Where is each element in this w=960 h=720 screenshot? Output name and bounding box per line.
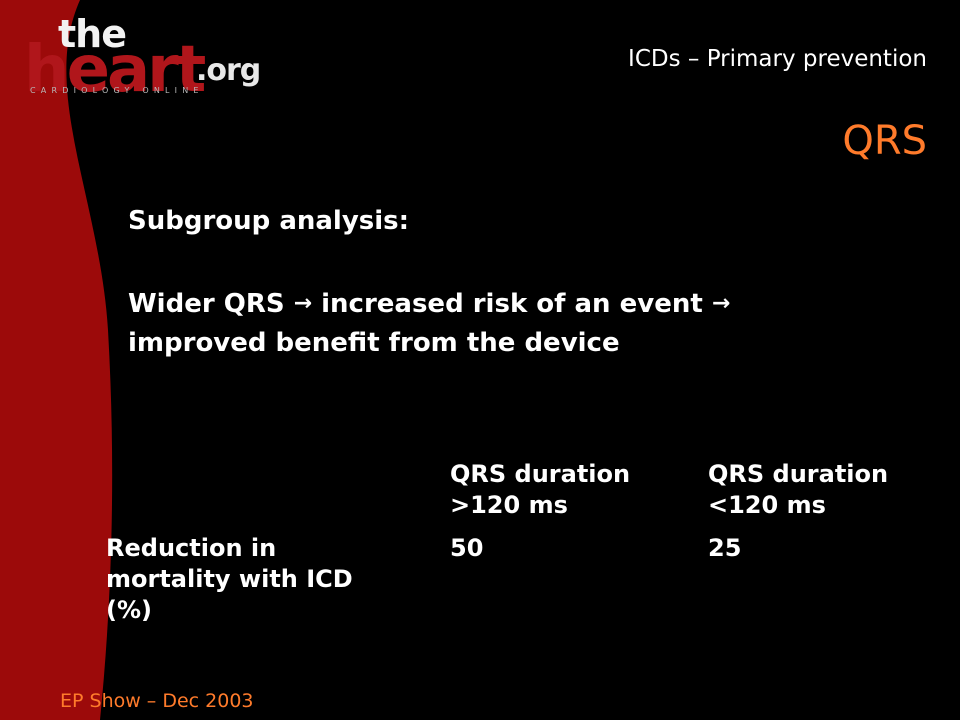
- body-text: Wider QRS → increased risk of an event →…: [128, 284, 928, 363]
- table-header-qrs-narrow: QRS duration <120 ms: [708, 459, 948, 521]
- table-header-text: <120 ms: [708, 491, 826, 519]
- body-line1-part1: Wider QRS: [128, 289, 285, 319]
- subgroup-heading: Subgroup analysis:: [128, 206, 410, 236]
- table-value-qrs-wide: 50: [450, 534, 484, 562]
- logo-tagline: CARDIOLOGY ONLINE: [30, 86, 204, 95]
- table-header-text: QRS duration: [708, 460, 889, 488]
- table-row-label-text: mortality with ICD: [106, 565, 353, 593]
- footer-text: EP Show – Dec 2003: [60, 690, 254, 712]
- table-row-label: Reduction in mortality with ICD (%): [106, 533, 436, 626]
- slide-title: QRS: [842, 118, 927, 164]
- table-row-label-text: Reduction in: [106, 534, 277, 562]
- theheart-org-logo: the heart .org CARDIOLOGY ONLINE: [24, 12, 264, 107]
- arrow-right-icon: →: [711, 291, 731, 316]
- logo-org-text: .org: [196, 53, 261, 88]
- logo-the-text: the: [58, 12, 127, 56]
- table-header-text: QRS duration: [450, 460, 631, 488]
- body-line2: improved benefit from the device: [128, 328, 620, 358]
- table-value-qrs-narrow: 25: [708, 534, 742, 562]
- table-header-text: >120 ms: [450, 491, 568, 519]
- logo-heart-text: heart: [24, 33, 206, 107]
- table-header-qrs-wide: QRS duration >120 ms: [450, 459, 690, 521]
- arrow-right-icon: →: [293, 291, 313, 316]
- body-line1-part2: increased risk of an event: [321, 289, 703, 319]
- header-title: ICDs – Primary prevention: [628, 46, 927, 72]
- table-row-label-text: (%): [106, 596, 152, 624]
